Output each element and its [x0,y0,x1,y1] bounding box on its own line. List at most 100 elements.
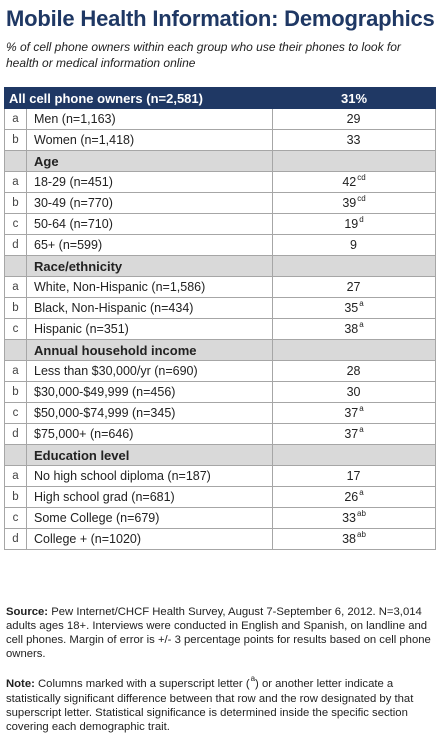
table-row: b Black, Non-Hispanic (n=434) 35a [4,297,437,319]
row-value-cell: 35a [272,297,437,319]
section-heading: Race/ethnicity [25,255,274,277]
income-section-header: Annual household income [4,339,437,361]
row-value-wrap: 37a [344,404,364,420]
row-label: Men (n=1,163) [25,108,274,130]
section-spacer [4,150,27,172]
section-value-spacer [272,339,437,361]
row-letter: a [4,360,27,382]
row-letter: d [4,528,27,550]
row-letter: c [4,402,27,424]
row-value-wrap: 38ab [342,530,366,546]
significance-superscript: a [359,404,364,413]
table-row: c Hispanic (n=351) 38a [4,318,437,340]
row-value-wrap: 30 [347,385,362,399]
row-label: $75,000+ (n=646) [25,423,274,445]
row-letter: c [4,213,27,235]
significance-superscript: a [359,425,364,434]
race-section-header: Race/ethnicity [4,255,437,277]
row-value-wrap: 17 [347,469,362,483]
row-label: Less than $30,000/yr (n=690) [25,360,274,382]
all-owners-row: All cell phone owners (n=2,581) 31% [3,87,437,109]
row-value-cell: 29 [272,108,437,130]
row-value: 37 [344,427,359,441]
row-value-cell: 30 [272,381,437,403]
row-letter: a [4,276,27,298]
significance-superscript: a [359,488,364,497]
row-letter: b [4,129,27,151]
row-label: College + (n=1020) [25,528,274,550]
section-heading: Annual household income [25,339,274,361]
row-value: 33 [346,133,361,147]
note-text-after: ) or another letter indicate a statistic… [6,678,414,733]
section-value-spacer [272,150,437,172]
row-value-cell: 33 [272,129,437,151]
table-row: c 50-64 (n=710) 19d [4,213,437,235]
demographics-table: All cell phone owners (n=2,581) 31% a Men… [3,87,437,550]
table-row: c Some College (n=679) 33ab [4,507,437,529]
row-value-wrap: 33ab [342,509,366,525]
table-row: b Women (n=1,418) 33 [4,129,437,151]
row-value: 17 [346,469,361,483]
table-row: b 30-49 (n=770) 39cd [4,192,437,214]
significance-superscript: d [359,215,364,224]
page-title: Mobile Health Information: Demographics [6,6,435,31]
row-label: $30,000-$49,999 (n=456) [25,381,274,403]
significance-superscript: ab [357,509,366,518]
table-body: All cell phone owners (n=2,581) 31% a Men… [3,87,437,550]
source-text: Pew Internet/CHCF Health Survey, August … [6,606,431,660]
row-value-wrap: 29 [347,112,362,126]
row-label: Some College (n=679) [25,507,274,529]
source-note: Source: Pew Internet/CHCF Health Survey,… [6,605,434,661]
row-value-wrap: 39cd [342,194,365,210]
row-value-cell: 33ab [272,507,437,529]
row-label: Black, Non-Hispanic (n=434) [25,297,274,319]
row-value: 26 [344,490,359,504]
row-value: 38 [344,322,359,336]
row-label: 50-64 (n=710) [25,213,274,235]
row-value: 42 [342,175,357,189]
row-value-cell: 39cd [272,192,437,214]
significance-superscript: cd [357,173,366,182]
section-heading: Age [25,150,274,172]
row-value-wrap: 33 [347,133,362,147]
row-value-cell: 28 [272,360,437,382]
row-label: 65+ (n=599) [25,234,274,256]
row-value: 29 [346,112,361,126]
row-letter: a [4,465,27,487]
row-label: No high school diploma (n=187) [25,465,274,487]
row-value: 37 [344,406,359,420]
table-row: a No high school diploma (n=187) 17 [4,465,437,487]
page-subtitle: % of cell phone owners within each group… [6,40,401,70]
row-value-cell: 27 [272,276,437,298]
section-value-spacer [272,444,437,466]
row-label: White, Non-Hispanic (n=1,586) [25,276,274,298]
row-letter: a [4,108,27,130]
row-value: 38 [342,532,357,546]
row-label: Hispanic (n=351) [25,318,274,340]
row-value-wrap: 42cd [342,173,366,189]
education-section-header: Education level [4,444,437,466]
row-label: Women (n=1,418) [25,129,274,151]
table-row: a Men (n=1,163) 29 [4,108,437,130]
row-letter: c [4,507,27,529]
section-value-spacer [272,255,437,277]
row-value: 30 [346,385,361,399]
row-value-wrap: 19d [344,215,364,231]
row-letter: b [4,381,27,403]
table-row: d $75,000+ (n=646) 37a [4,423,437,445]
row-letter: d [4,234,27,256]
row-value: 28 [346,364,361,378]
row-value-cell: 38ab [272,528,437,550]
row-value-cell: 9 [272,234,437,256]
age-section-header: Age [4,150,437,172]
row-value: 39 [342,196,357,210]
row-value-wrap: 26a [344,488,364,504]
row-label: 30-49 (n=770) [25,192,274,214]
row-label: 18-29 (n=451) [25,171,274,193]
row-value-cell: 26a [272,486,437,508]
note-text-before: Columns marked with a superscript letter… [34,678,250,690]
row-letter: d [4,423,27,445]
row-label: High school grad (n=681) [25,486,274,508]
row-value-cell: 37a [272,402,437,424]
row-letter: b [4,486,27,508]
